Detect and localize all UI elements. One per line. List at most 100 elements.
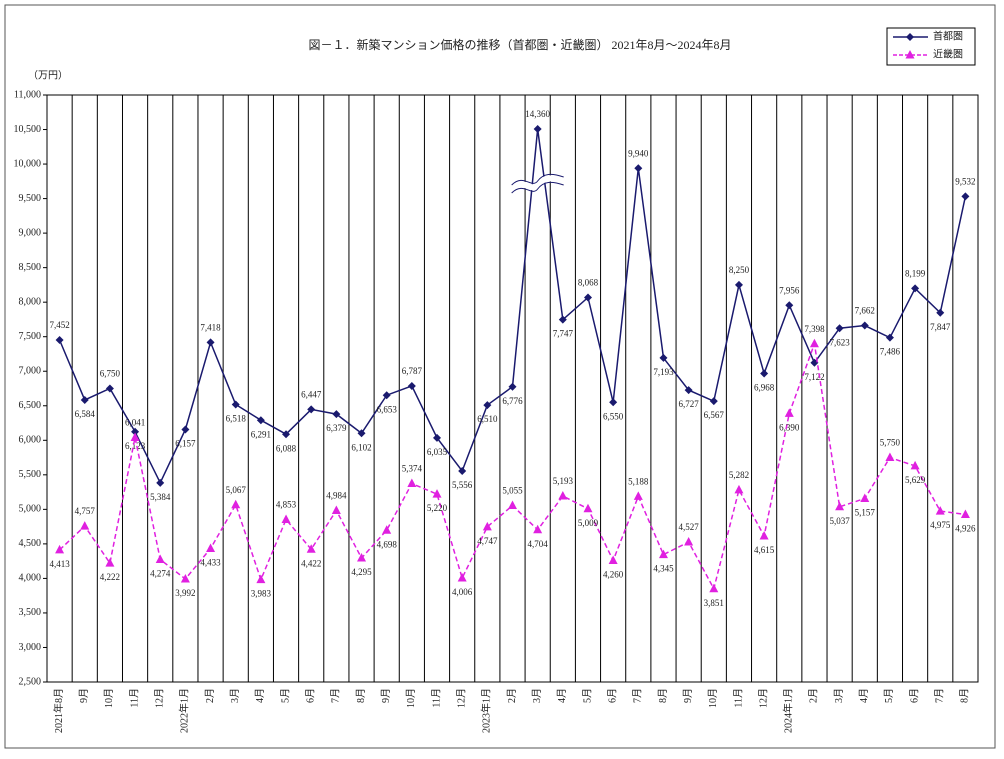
point-marker — [911, 284, 920, 293]
data-label: 6,035 — [427, 447, 448, 457]
point-marker — [558, 315, 567, 324]
data-label: 7,418 — [200, 322, 221, 332]
y-tick-label: 5,000 — [19, 504, 42, 515]
x-tick-label: 6月 — [606, 688, 618, 703]
point-marker — [357, 429, 366, 438]
data-label: 4,615 — [754, 545, 775, 555]
x-tick-label: 10月 — [405, 688, 417, 708]
point-marker — [130, 432, 140, 441]
point-marker — [709, 583, 719, 593]
x-tick-label: 4月 — [858, 688, 870, 703]
data-label: 6,567 — [704, 410, 725, 420]
data-label: 4,274 — [150, 569, 171, 579]
data-label: 6,727 — [679, 399, 700, 409]
x-tick-label: 7月 — [934, 688, 946, 703]
point-marker — [407, 381, 416, 390]
x-tick-label: 11月 — [128, 688, 140, 708]
x-tick-label: 6月 — [908, 688, 920, 703]
point-marker — [105, 384, 114, 393]
point-marker — [684, 386, 693, 395]
data-label: 5,188 — [628, 476, 649, 486]
data-label: 5,009 — [578, 518, 599, 528]
x-tick-label: 2022年1月 — [178, 688, 191, 733]
x-tick-label: 9月 — [78, 688, 90, 703]
point-marker — [180, 573, 190, 583]
axis-break — [509, 175, 565, 192]
data-label: 8,068 — [578, 278, 599, 288]
data-label: 6,102 — [351, 442, 371, 452]
y-tick-label: 6,000 — [19, 435, 42, 446]
point-marker — [382, 391, 391, 400]
y-tick-label: 6,500 — [19, 400, 42, 411]
data-label: 5,067 — [226, 485, 247, 495]
x-tick-label: 7月 — [330, 688, 342, 703]
y-tick-label: 2,500 — [19, 676, 42, 687]
y-tick-label: 7,000 — [19, 366, 42, 377]
point-marker — [331, 505, 341, 514]
data-label: 4,926 — [955, 524, 976, 534]
y-tick-label: 4,000 — [19, 573, 42, 584]
data-label: 5,037 — [829, 516, 850, 526]
x-tick-label: 2021年8月 — [52, 688, 65, 733]
legend-marker — [905, 50, 915, 59]
point-marker — [457, 572, 467, 582]
x-tick-label: 8月 — [959, 688, 971, 703]
data-label: 7,122 — [804, 372, 824, 382]
x-tick-label: 7月 — [632, 688, 644, 703]
data-label: 4,260 — [603, 570, 624, 580]
data-label: 4,433 — [200, 558, 221, 568]
y-tick-label: 5,500 — [19, 469, 42, 480]
point-marker — [306, 544, 316, 553]
point-marker — [961, 192, 970, 201]
point-marker — [231, 499, 241, 509]
point-marker — [533, 524, 543, 534]
data-label: 5,157 — [855, 508, 876, 518]
x-tick-label: 4月 — [254, 688, 266, 703]
point-marker — [936, 308, 945, 317]
data-label: 9,940 — [628, 148, 649, 158]
y-tick-label: 11,000 — [14, 89, 41, 100]
point-marker — [734, 484, 744, 494]
point-marker — [709, 397, 718, 406]
point-marker — [156, 478, 165, 487]
legend-box — [886, 27, 976, 66]
point-marker — [785, 301, 794, 310]
y-tick-label: 10,500 — [14, 124, 42, 135]
y-tick-label: 8,500 — [19, 262, 42, 273]
y-tick-label: 3,000 — [19, 642, 42, 653]
data-label: 4,527 — [679, 522, 700, 532]
point-marker — [784, 408, 794, 417]
data-label: 6,447 — [301, 389, 322, 399]
point-marker — [80, 521, 90, 530]
point-marker — [432, 489, 442, 498]
point-marker — [910, 460, 920, 470]
data-label: 7,398 — [804, 324, 825, 334]
x-tick-label: 2023年1月 — [480, 688, 493, 733]
x-tick-label: 2月 — [204, 688, 216, 703]
data-label: 4,757 — [75, 506, 96, 516]
point-marker — [206, 543, 216, 553]
legend-marker — [906, 33, 914, 41]
data-label: 5,629 — [905, 475, 926, 485]
data-label: 4,698 — [377, 539, 398, 549]
point-marker — [131, 427, 140, 436]
point-marker — [860, 493, 870, 503]
data-label: 4,853 — [276, 500, 297, 510]
legend-label: 近畿圏 — [933, 47, 963, 60]
x-tick-label: 12月 — [455, 688, 467, 708]
point-marker — [482, 521, 492, 531]
x-tick-label: 9月 — [682, 688, 694, 703]
data-label: 5,055 — [502, 486, 523, 496]
point-marker — [885, 333, 894, 342]
data-label: 3,983 — [251, 589, 272, 599]
axis-break — [511, 173, 564, 194]
x-tick-label: 11月 — [732, 688, 744, 708]
data-label: 7,193 — [653, 367, 674, 377]
point-marker — [105, 558, 115, 567]
data-label: 14,360 — [525, 109, 550, 119]
point-marker — [231, 400, 240, 409]
chart-title: 図－１．新築マンション価格の推移（首都圏・近畿圏） 2021年8月～2024年8… — [308, 37, 731, 52]
point-marker — [860, 321, 869, 330]
data-label: 6,653 — [377, 404, 398, 414]
